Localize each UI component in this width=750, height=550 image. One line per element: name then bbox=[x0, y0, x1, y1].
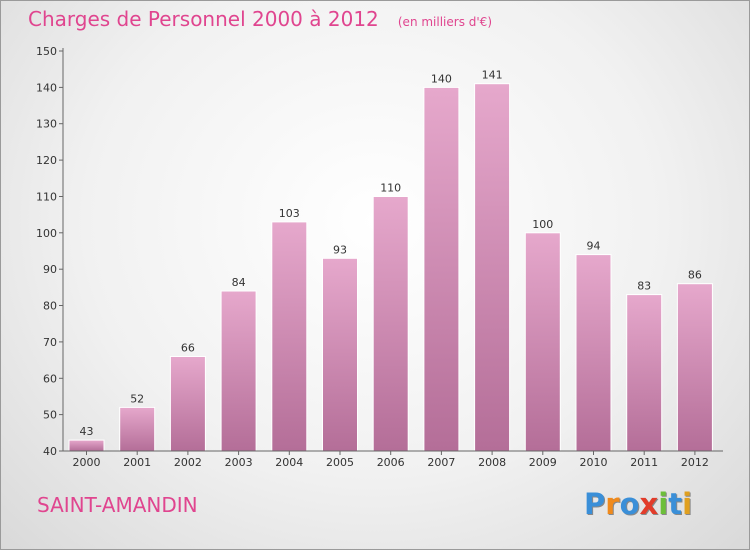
axes-group: 2000 2001 2002 2003 2004 2005 2006 2007 2008 2009… bbox=[36, 45, 723, 469]
data-label-2012: 86 bbox=[688, 269, 702, 282]
bar-2010 bbox=[575, 254, 612, 452]
data-label-2010: 94 bbox=[587, 240, 601, 253]
logo-letter: P bbox=[584, 487, 606, 521]
data-label-2006: 110 bbox=[380, 182, 401, 195]
bar-2000 bbox=[68, 439, 105, 452]
y-tick-label-70: 70 bbox=[43, 336, 57, 349]
bar-2012 bbox=[676, 283, 713, 452]
bar-2008 bbox=[474, 83, 511, 452]
title-row: Charges de Personnel 2000 à 2012 (en mil… bbox=[28, 7, 492, 31]
y-tick-label-110: 110 bbox=[36, 191, 57, 204]
data-label-2005: 93 bbox=[333, 243, 347, 256]
data-label-2011: 83 bbox=[637, 280, 651, 293]
x-tick-label-2003: 2003 bbox=[225, 456, 253, 469]
chart-title: Charges de Personnel 2000 à 2012 bbox=[28, 7, 379, 31]
logo-letter: t bbox=[668, 487, 683, 521]
y-tick-label-140: 140 bbox=[36, 81, 57, 94]
logo-letter: i bbox=[658, 487, 669, 521]
x-tick-label-2008: 2008 bbox=[478, 456, 506, 469]
logo-letter: o bbox=[619, 487, 640, 521]
x-tick-label-2004: 2004 bbox=[275, 456, 303, 469]
logo-letter: i bbox=[682, 487, 693, 521]
y-tick-label-90: 90 bbox=[43, 263, 57, 276]
bars-group: 43 52 66 84 103 93 110 140 141 100 94 83 86 bbox=[68, 69, 713, 452]
x-tick-label-2012: 2012 bbox=[681, 456, 709, 469]
y-tick-label-80: 80 bbox=[43, 300, 57, 313]
bar-2009 bbox=[524, 232, 561, 452]
x-tick-label-2002: 2002 bbox=[174, 456, 202, 469]
bar-2003 bbox=[220, 290, 257, 452]
y-tick-label-120: 120 bbox=[36, 154, 57, 167]
bar-2007 bbox=[423, 86, 460, 452]
data-label-2008: 141 bbox=[482, 69, 503, 82]
chart-subtitle: (en milliers d'€) bbox=[397, 15, 492, 29]
data-label-2003: 84 bbox=[232, 276, 246, 289]
x-tick-label-2001: 2001 bbox=[123, 456, 151, 469]
data-label-2009: 100 bbox=[532, 218, 553, 231]
y-tick-label-100: 100 bbox=[36, 227, 57, 240]
y-tick-label-130: 130 bbox=[36, 118, 57, 131]
data-label-2002: 66 bbox=[181, 342, 195, 355]
data-label-2007: 140 bbox=[431, 72, 452, 85]
x-tick-label-2009: 2009 bbox=[529, 456, 557, 469]
bar-2006 bbox=[372, 196, 409, 452]
x-tick-label-2007: 2007 bbox=[427, 456, 455, 469]
place-name: SAINT-AMANDIN bbox=[37, 493, 198, 517]
bar-2004 bbox=[271, 221, 308, 452]
logo-letter: x bbox=[639, 487, 659, 521]
data-label-2000: 43 bbox=[80, 425, 94, 438]
bar-2002 bbox=[169, 356, 206, 452]
bar-2001 bbox=[119, 406, 156, 452]
x-tick-label-2000: 2000 bbox=[73, 456, 101, 469]
y-tick-label-50: 50 bbox=[43, 409, 57, 422]
x-tick-label-2006: 2006 bbox=[377, 456, 405, 469]
logo-letter: r bbox=[605, 487, 620, 521]
proxiti-logo[interactable]: Proxiti bbox=[584, 487, 692, 521]
bar-2011 bbox=[626, 294, 663, 452]
y-tick-label-150: 150 bbox=[36, 45, 57, 58]
bar-2005 bbox=[322, 257, 358, 452]
x-tick-label-2011: 2011 bbox=[630, 456, 658, 469]
y-tick-label-40: 40 bbox=[43, 445, 57, 458]
data-label-2004: 103 bbox=[279, 207, 300, 220]
data-label-2001: 52 bbox=[130, 392, 144, 405]
x-tick-label-2010: 2010 bbox=[580, 456, 608, 469]
y-tick-label-60: 60 bbox=[43, 372, 57, 385]
x-tick-label-2005: 2005 bbox=[326, 456, 354, 469]
